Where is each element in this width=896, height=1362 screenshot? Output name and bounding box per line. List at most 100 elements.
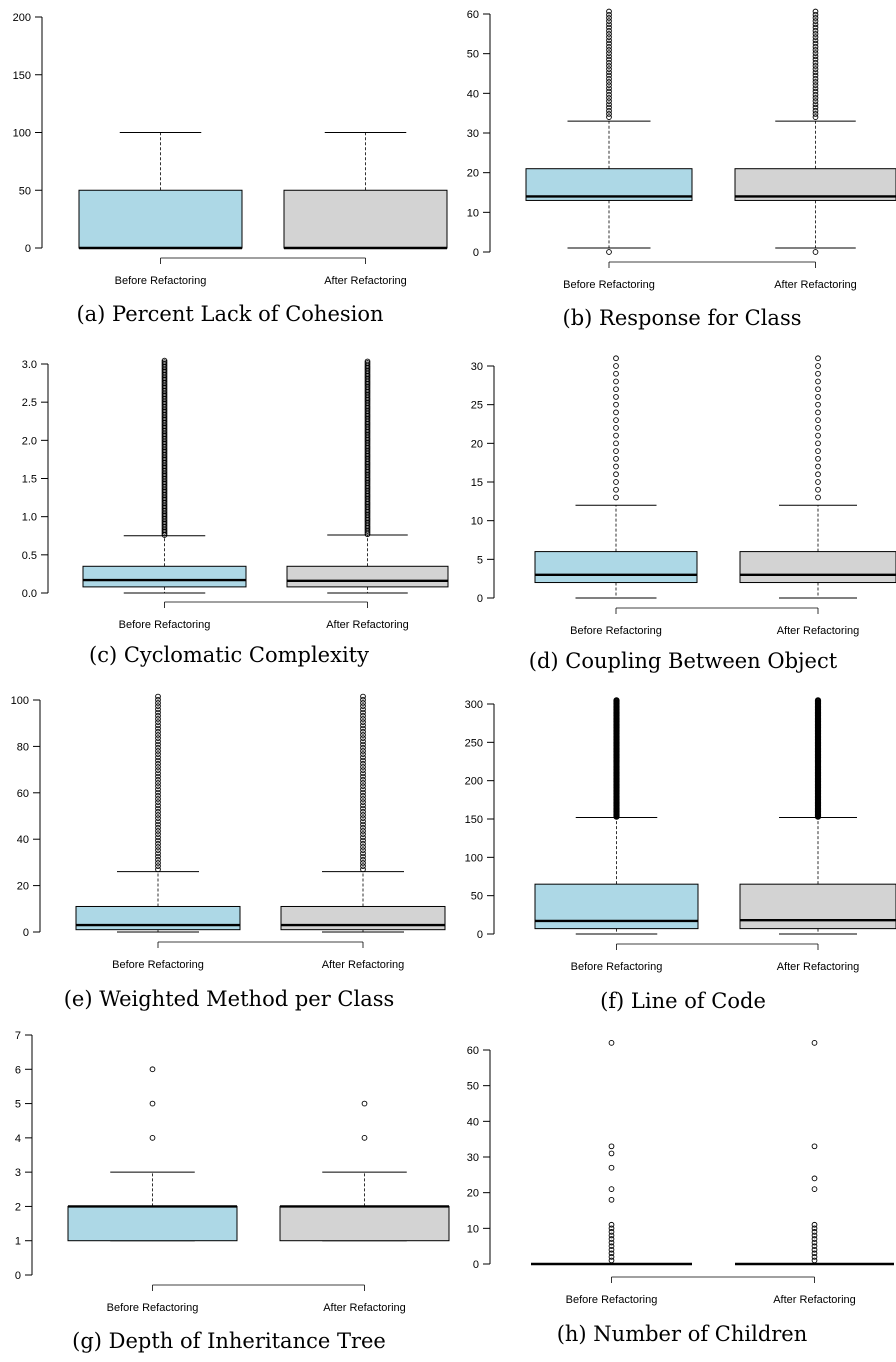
outlier-point xyxy=(815,386,821,393)
outlier-point xyxy=(812,40,819,47)
y-tick-label: 7 xyxy=(15,1030,21,1042)
outlier-point xyxy=(811,1250,818,1257)
x-category-label: After Refactoring xyxy=(322,959,405,971)
outlier-point xyxy=(613,386,619,393)
box-before xyxy=(525,8,693,255)
outlier-point xyxy=(812,104,819,111)
outlier-point xyxy=(360,828,366,834)
outlier-point xyxy=(360,799,366,806)
y-tick-label: 1.5 xyxy=(22,474,37,486)
outlier-point xyxy=(613,432,619,439)
y-tick-label: 1 xyxy=(15,1236,21,1248)
box-iqr xyxy=(283,189,448,249)
outlier-point xyxy=(155,719,161,726)
x-category-label: Before Refactoring xyxy=(570,625,662,637)
box-iqr xyxy=(82,565,247,588)
y-tick-label: 2 xyxy=(15,1201,21,1213)
panel-caption: (f) Line of Code xyxy=(600,989,766,1013)
outlier-point xyxy=(606,111,612,117)
outlier-point xyxy=(613,697,620,704)
box-iqr xyxy=(734,168,896,201)
y-tick-label: 30 xyxy=(471,361,483,373)
outlier-point xyxy=(360,824,366,831)
outlier-point xyxy=(155,767,161,774)
outlier-point xyxy=(364,361,371,368)
y-tick-label: 60 xyxy=(467,1045,479,1057)
x-category-label: Before Refactoring xyxy=(563,279,655,291)
outlier-point xyxy=(155,754,161,761)
outlier-point xyxy=(812,85,819,92)
outlier-point xyxy=(161,359,168,366)
y-tick-label: 250 xyxy=(465,737,483,749)
outlier-point xyxy=(155,812,161,818)
box-after xyxy=(279,1100,450,1242)
outlier-point xyxy=(606,98,612,104)
outlier-point xyxy=(360,812,366,818)
outlier-point xyxy=(812,21,819,28)
outlier-point xyxy=(364,360,371,366)
x-category-label: Before Refactoring xyxy=(566,1294,658,1306)
outlier-point xyxy=(155,696,161,703)
box-iqr xyxy=(286,565,449,588)
outlier-point xyxy=(360,856,366,863)
outlier-point xyxy=(360,792,366,799)
y-tick-label: 0.5 xyxy=(22,550,37,562)
y-tick-label: 5 xyxy=(15,1099,21,1111)
outlier-point xyxy=(360,760,366,767)
outlier-point xyxy=(606,24,612,31)
outlier-point xyxy=(613,401,619,408)
y-tick-label: 5 xyxy=(477,554,483,566)
outlier-point xyxy=(606,40,612,47)
box-before xyxy=(82,357,247,594)
outlier-point xyxy=(364,358,371,365)
box-iqr xyxy=(279,1205,450,1242)
outlier-point xyxy=(606,88,612,95)
outlier-point xyxy=(360,850,366,857)
outlier-point xyxy=(606,53,612,60)
outlier-point xyxy=(812,27,819,34)
outlier-point xyxy=(812,8,819,15)
outlier-point xyxy=(155,863,161,870)
outlier-point xyxy=(811,1225,818,1232)
x-category-label: Before Refactoring xyxy=(107,1302,199,1314)
outlier-point xyxy=(608,1225,615,1232)
outlier-point xyxy=(811,1257,818,1264)
outlier-point xyxy=(606,50,612,56)
outlier-point xyxy=(155,776,161,783)
outlier-point xyxy=(155,783,161,790)
box-iqr xyxy=(525,168,693,201)
x-category-label: After Refactoring xyxy=(774,279,857,291)
outlier-point xyxy=(155,792,161,799)
outlier-point xyxy=(360,696,366,703)
outlier-point xyxy=(155,751,161,758)
outlier-point xyxy=(815,401,821,408)
y-tick-label: 0.0 xyxy=(22,588,37,600)
outlier-point xyxy=(360,847,366,854)
outlier-point xyxy=(606,15,612,21)
outlier-point xyxy=(155,773,161,780)
outlier-point xyxy=(606,11,612,18)
outlier-point xyxy=(155,860,161,866)
box-after xyxy=(280,693,446,933)
outlier-point xyxy=(812,18,819,24)
panel-e: 0 20 40 60 80 100 Before Refactoring After Refa… xyxy=(11,693,446,1011)
panel-caption: (h) Number of Children xyxy=(557,1322,808,1346)
outlier-point xyxy=(606,8,612,15)
outlier-point xyxy=(360,741,366,748)
outlier-point xyxy=(606,101,612,108)
y-tick-label: 10 xyxy=(467,207,479,219)
y-tick-label: 20 xyxy=(467,1188,479,1200)
outlier-point xyxy=(606,43,612,50)
y-tick-label: 20 xyxy=(471,438,483,450)
y-tick-label: 3 xyxy=(15,1167,21,1179)
outlier-point xyxy=(361,1100,368,1107)
outlier-point xyxy=(608,1236,615,1242)
outlier-point xyxy=(811,1254,818,1260)
outlier-point xyxy=(155,856,161,863)
outlier-point xyxy=(812,72,819,79)
outlier-point xyxy=(155,732,161,738)
outlier-point xyxy=(155,728,161,735)
outlier-point xyxy=(606,91,612,98)
outlier-point xyxy=(606,66,612,72)
x-category-label: After Refactoring xyxy=(326,619,409,631)
